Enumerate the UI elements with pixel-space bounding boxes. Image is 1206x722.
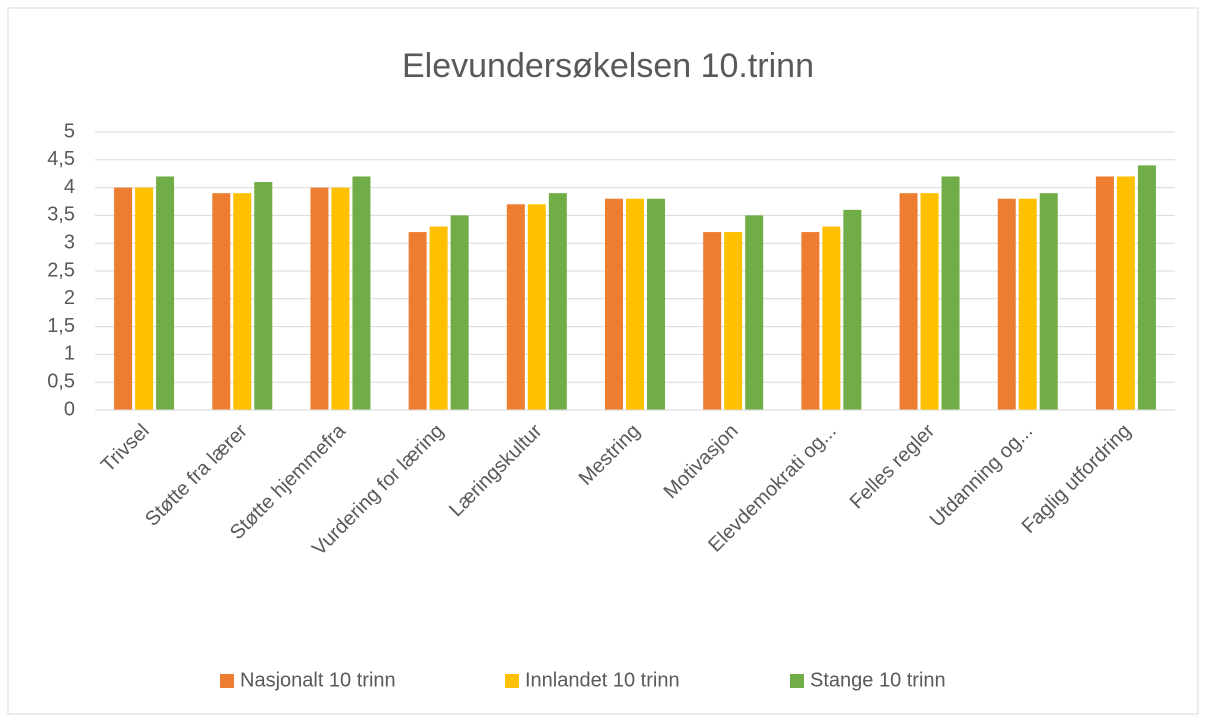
bar <box>920 193 939 410</box>
legend-label: Nasjonalt 10 trinn <box>240 669 396 691</box>
legend-label: Stange 10 trinn <box>810 669 946 691</box>
bar <box>310 187 329 410</box>
legend-label: Innlandet 10 trinn <box>525 669 680 691</box>
bar <box>135 187 154 410</box>
bar <box>801 232 820 410</box>
bar <box>1137 165 1156 410</box>
legend-swatch <box>505 674 519 688</box>
bar <box>429 226 448 410</box>
y-tick-label: 1 <box>64 343 75 365</box>
bar <box>703 232 722 410</box>
y-tick-label: 0,5 <box>47 370 75 392</box>
bar <box>233 193 252 410</box>
bar <box>156 176 175 410</box>
bar <box>548 193 567 410</box>
legend-swatch <box>220 674 234 688</box>
bar <box>626 198 644 410</box>
bar <box>1018 198 1037 410</box>
bar <box>212 193 231 410</box>
bar <box>408 232 427 410</box>
y-tick-label: 2 <box>64 287 75 309</box>
bar <box>997 198 1016 410</box>
bar <box>527 204 546 410</box>
chart-title: Elevundersøkelsen 10.trinn <box>402 47 814 85</box>
bar <box>647 198 665 410</box>
bar <box>1116 176 1135 410</box>
y-tick-label: 3 <box>64 231 75 253</box>
bar <box>331 187 350 410</box>
y-tick-label: 4,5 <box>47 148 75 170</box>
bar <box>843 209 862 410</box>
bar <box>822 226 841 410</box>
bar <box>1095 176 1114 410</box>
bar <box>745 215 764 410</box>
legend-swatch <box>790 674 804 688</box>
bar <box>450 215 469 410</box>
bar <box>254 182 273 410</box>
bar <box>352 176 371 410</box>
bar <box>605 198 623 410</box>
bar <box>941 176 960 410</box>
bar <box>506 204 525 410</box>
bar <box>899 193 918 410</box>
y-tick-label: 5 <box>64 120 75 142</box>
y-tick-label: 3,5 <box>47 204 75 226</box>
bar <box>724 232 743 410</box>
bar <box>114 187 133 410</box>
y-tick-label: 0 <box>64 398 75 420</box>
y-tick-label: 2,5 <box>47 259 75 281</box>
y-tick-label: 1,5 <box>47 315 75 337</box>
bar <box>1039 193 1058 410</box>
y-tick-label: 4 <box>64 176 75 198</box>
